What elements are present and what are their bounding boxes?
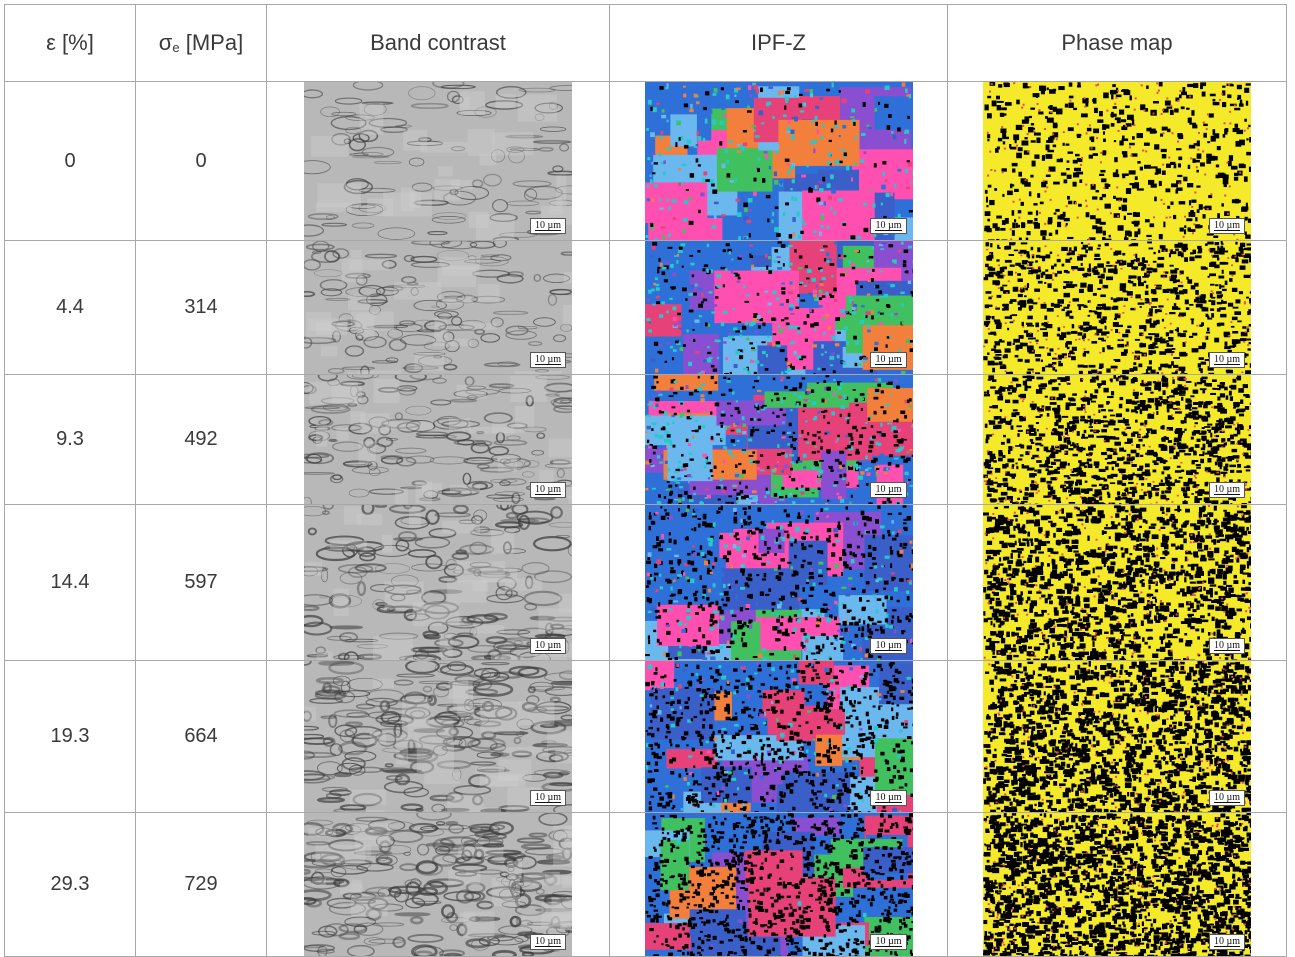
ipf-z-map: 10 µm — [645, 82, 913, 240]
scale-bar: 10 µm — [530, 482, 566, 498]
phase-map-cell: 10 µm — [948, 813, 1287, 957]
stress-symbol: σ — [159, 30, 173, 55]
band-contrast-map-cell: 10 µm — [267, 241, 610, 375]
scale-bar: 10 µm — [1209, 790, 1245, 806]
strain-value: 0 — [5, 82, 136, 241]
phase-map: 10 µm — [983, 82, 1251, 240]
phase-map-cell: 10 µm — [948, 82, 1287, 241]
stress-unit: [MPa] — [180, 30, 244, 55]
ipf-z-map-cell: 10 µm — [610, 241, 948, 375]
scale-bar: 10 µm — [530, 218, 566, 234]
scale-bar: 10 µm — [530, 638, 566, 654]
scale-bar: 10 µm — [1209, 218, 1245, 234]
micrograph-texture — [304, 82, 572, 240]
scale-bar: 10 µm — [870, 218, 906, 234]
strain-value: 19.3 — [5, 661, 136, 813]
phase-map-cell: 10 µm — [948, 241, 1287, 375]
ipf-z-map-cell: 10 µm — [610, 505, 948, 661]
ipf-z-map: 10 µm — [645, 813, 913, 956]
strain-value: 29.3 — [5, 813, 136, 957]
ebsd-results-table: ε [%] σe [MPa] Band contrast IPF-Z Phase… — [4, 4, 1287, 957]
stress-subscript: e — [172, 40, 179, 55]
stress-value: 492 — [136, 375, 267, 505]
header-stress: σe [MPa] — [136, 5, 267, 82]
header-strain: ε [%] — [5, 5, 136, 82]
scale-bar: 10 µm — [870, 638, 906, 654]
ipf-z-map-cell: 10 µm — [610, 813, 948, 957]
scale-bar: 10 µm — [1209, 934, 1245, 950]
band-contrast-map: 10 µm — [304, 813, 572, 956]
scale-bar: 10 µm — [1209, 482, 1245, 498]
ipf-z-map: 10 µm — [645, 661, 913, 812]
phase-map: 10 µm — [983, 813, 1251, 956]
stress-value: 729 — [136, 813, 267, 957]
ipf-z-map-cell: 10 µm — [610, 661, 948, 813]
scale-bar: 10 µm — [1209, 638, 1245, 654]
stress-value: 0 — [136, 82, 267, 241]
band-contrast-map: 10 µm — [304, 82, 572, 240]
band-contrast-map: 10 µm — [304, 241, 572, 374]
ipf-z-map-cell: 10 µm — [610, 375, 948, 505]
stress-value: 314 — [136, 241, 267, 375]
stress-value: 597 — [136, 505, 267, 661]
header-row: ε [%] σe [MPa] Band contrast IPF-Z Phase… — [5, 5, 1287, 82]
band-contrast-map: 10 µm — [304, 505, 572, 660]
scale-bar: 10 µm — [870, 934, 906, 950]
phase-map: 10 µm — [983, 661, 1251, 812]
phase-map-cell: 10 µm — [948, 661, 1287, 813]
phase-map: 10 µm — [983, 241, 1251, 374]
ipf-z-map: 10 µm — [645, 375, 913, 504]
band-contrast-map-cell: 10 µm — [267, 375, 610, 505]
band-contrast-map-cell: 10 µm — [267, 505, 610, 661]
scale-bar: 10 µm — [530, 790, 566, 806]
ipf-z-map: 10 µm — [645, 505, 913, 660]
stress-value: 664 — [136, 661, 267, 813]
band-contrast-map: 10 µm — [304, 375, 572, 504]
header-ipf-z: IPF-Z — [610, 5, 948, 82]
phase-map-cell: 10 µm — [948, 505, 1287, 661]
band-contrast-map-cell: 10 µm — [267, 661, 610, 813]
strain-value: 9.3 — [5, 375, 136, 505]
phase-map: 10 µm — [983, 505, 1251, 660]
scale-bar: 10 µm — [870, 352, 906, 368]
phase-map: 10 µm — [983, 375, 1251, 504]
band-contrast-map-cell: 10 µm — [267, 813, 610, 957]
band-contrast-map-cell: 10 µm — [267, 82, 610, 241]
micrograph-texture — [645, 82, 913, 240]
phase-map-cell: 10 µm — [948, 375, 1287, 505]
ipf-z-map: 10 µm — [645, 241, 913, 374]
header-phase-map: Phase map — [948, 5, 1287, 82]
header-band-contrast: Band contrast — [267, 5, 610, 82]
scale-bar: 10 µm — [1209, 352, 1245, 368]
micrograph-texture — [983, 505, 1251, 660]
scale-bar: 10 µm — [530, 352, 566, 368]
scale-bar: 10 µm — [870, 482, 906, 498]
strain-value: 4.4 — [5, 241, 136, 375]
band-contrast-map: 10 µm — [304, 661, 572, 812]
strain-value: 14.4 — [5, 505, 136, 661]
micrograph-texture — [983, 82, 1251, 240]
ipf-z-map-cell: 10 µm — [610, 82, 948, 241]
scale-bar: 10 µm — [530, 934, 566, 950]
micrograph-texture — [645, 505, 913, 660]
scale-bar: 10 µm — [870, 790, 906, 806]
micrograph-texture — [304, 505, 572, 660]
